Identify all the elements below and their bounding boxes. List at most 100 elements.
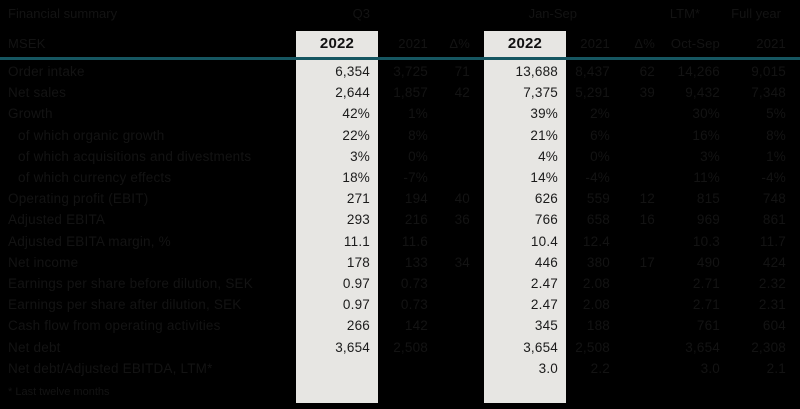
cell-y22: 4% — [538, 148, 558, 164]
cell-ltm: 14,266 — [677, 64, 720, 80]
cell-y21: 12.4 — [582, 233, 610, 249]
cell-y22: 3.0 — [538, 360, 558, 376]
cell-q21: -7% — [403, 170, 428, 186]
cell-fy: 7,348 — [751, 85, 786, 101]
footnote: * Last twelve months — [8, 386, 110, 398]
cell-y22: 446 — [534, 254, 558, 270]
table-row: Earnings per share before dilution, SEK 0… — [0, 273, 800, 294]
cell-fy: 2,308 — [751, 339, 786, 355]
table-rows: Order intake 6,354 3,725 71 13,688 8,437 62 14,… — [0, 61, 800, 379]
cell-y21: 0% — [590, 148, 610, 164]
page-title: Financial summary — [8, 6, 118, 21]
cell-y22: 13,688 — [515, 64, 558, 80]
cell-ltm: 3% — [700, 148, 720, 164]
cell-y22: 3,654 — [523, 339, 558, 355]
col-header-ltm-period: Oct-Sep — [670, 36, 720, 51]
col-header-ytd-2022: 2022 — [507, 35, 543, 52]
table-row: Earnings per share after dilution, SEK 0.… — [0, 294, 800, 315]
cell-y21: 5,291 — [575, 85, 610, 101]
row-label: Net debt — [8, 339, 61, 355]
cell-yd: 17 — [639, 254, 655, 270]
group-header-ytd: Jan-Sep — [528, 6, 577, 21]
cell-fy: 8% — [766, 127, 786, 143]
cell-y21: 2% — [590, 106, 610, 122]
cell-ltm: 30% — [692, 106, 720, 122]
cell-y21: 2.2 — [590, 360, 610, 376]
cell-y22: 21% — [530, 127, 558, 143]
row-label: Growth — [8, 106, 53, 122]
cell-q22: 22% — [342, 127, 370, 143]
cell-q22: 293 — [346, 212, 370, 228]
cell-q22: 178 — [346, 254, 370, 270]
cell-q22: 6,354 — [335, 64, 370, 80]
table-row: Operating profit (EBIT) 271 194 40 626 559 12 8… — [0, 188, 800, 209]
cell-q21: 133 — [404, 254, 428, 270]
cell-y21: 6% — [590, 127, 610, 143]
cell-y22: 14% — [530, 170, 558, 186]
table-row: Adjusted EBITA margin, % 11.1 11.6 10.4 12.4… — [0, 231, 800, 252]
col-header-fy-year: 2021 — [756, 36, 786, 51]
table-row: Adjusted EBITA 293 216 36 766 658 16 969 861 — [0, 209, 800, 230]
row-label: Adjusted EBITA — [8, 212, 106, 228]
cell-ltm: 3.0 — [700, 360, 720, 376]
group-header-quarter: Q3 — [352, 6, 370, 21]
cell-fy: 1% — [766, 148, 786, 164]
cell-ltm: 2.71 — [692, 297, 720, 313]
cell-qd: 71 — [454, 64, 470, 80]
cell-q21: 0% — [408, 148, 428, 164]
cell-y22: 39% — [530, 106, 558, 122]
cell-fy: 2.31 — [758, 297, 786, 313]
row-label: of which organic growth — [18, 127, 165, 143]
table-row: Net debt 3,654 2,508 3,654 2,508 3,654 2,308 — [0, 336, 800, 357]
highlight-column-q-2022 — [296, 31, 378, 403]
cell-y22: 766 — [534, 212, 558, 228]
row-label: of which currency effects — [18, 170, 172, 186]
table-row: Net debt/Adjusted EBITDA, LTM* 3.0 2.2 3.0 2… — [0, 358, 800, 379]
table-row: Growth 42% 1% 39% 2% 30% 5% — [0, 103, 800, 124]
group-header-ltm: LTM* — [669, 6, 700, 21]
cell-ltm: 10.3 — [692, 233, 720, 249]
cell-fy: 2.1 — [766, 360, 786, 376]
table-row: Net income 178 133 34 446 380 17 490 424 — [0, 252, 800, 273]
unit-label: MSEK — [8, 36, 46, 51]
cell-y21: -4% — [585, 170, 610, 186]
column-header-row: MSEK 2022 2021 Δ% 2022 2021 Δ% Oct-Sep 2… — [0, 30, 793, 57]
cell-q22: 2,644 — [335, 85, 370, 101]
cell-qd: 40 — [454, 191, 470, 207]
cell-ltm: 815 — [696, 191, 720, 207]
table-row: of which organic growth 22% 8% 21% 6% 16% 8% — [0, 125, 800, 146]
cell-y21: 380 — [586, 254, 610, 270]
row-label: Net sales — [8, 85, 67, 101]
row-label: Net income — [8, 254, 79, 270]
row-label: Earnings per share before dilution, SEK — [8, 275, 253, 291]
cell-q22: 3,654 — [335, 339, 370, 355]
cell-qd: 34 — [454, 254, 470, 270]
table-row: of which currency effects 18% -7% 14% -4% 11%… — [0, 167, 800, 188]
cell-y22: 10.4 — [530, 233, 558, 249]
col-header-q-2021: 2021 — [398, 36, 428, 51]
row-label: Adjusted EBITA margin, % — [8, 233, 171, 249]
cell-q22: 3% — [350, 148, 370, 164]
cell-yd: 12 — [639, 191, 655, 207]
row-label: Operating profit (EBIT) — [8, 191, 149, 207]
cell-q21: 194 — [404, 191, 428, 207]
cell-q21: 3,725 — [393, 64, 428, 80]
cell-yd: 62 — [639, 64, 655, 80]
cell-y21: 559 — [586, 191, 610, 207]
cell-q21: 1% — [408, 106, 428, 122]
col-header-q-delta: Δ% — [449, 36, 470, 51]
cell-ltm: 16% — [692, 127, 720, 143]
table-row: Cash flow from operating activities 266 14… — [0, 315, 800, 336]
row-label: Order intake — [8, 64, 85, 80]
cell-q22: 42% — [342, 106, 370, 122]
cell-y22: 7,375 — [523, 85, 558, 101]
cell-fy: 11.7 — [759, 233, 786, 249]
cell-ltm: 490 — [696, 254, 720, 270]
cell-y21: 2.08 — [582, 275, 610, 291]
cell-q21: 142 — [404, 318, 428, 334]
cell-fy: 424 — [762, 254, 786, 270]
cell-y21: 8,437 — [575, 64, 610, 80]
cell-y22: 626 — [534, 191, 558, 207]
cell-q21: 0.73 — [400, 297, 428, 313]
table-row: Order intake 6,354 3,725 71 13,688 8,437 62 14,… — [0, 61, 800, 82]
